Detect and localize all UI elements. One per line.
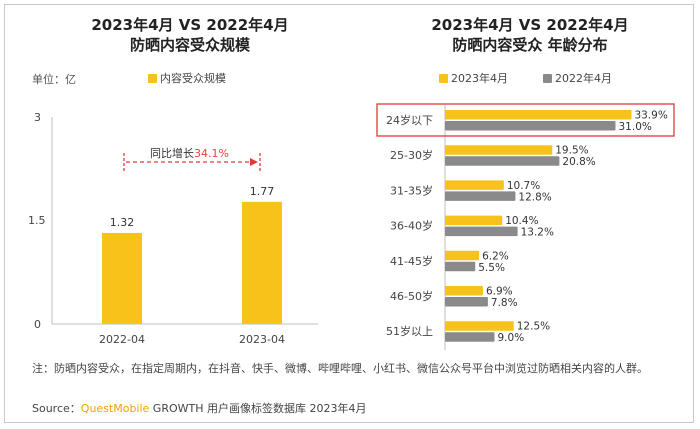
right-bar-2022-24岁以下 — [445, 121, 616, 131]
gold-swatch-icon — [439, 73, 448, 83]
right-bar-2022-value-label: 20.8% — [562, 156, 595, 168]
left-ytick-1-5: 1.5 — [28, 214, 46, 227]
left-xtick-label: 2023-04 — [239, 333, 285, 346]
right-category-label: 36-40岁 — [390, 219, 433, 233]
left-xtick-label: 2022-04 — [99, 333, 145, 346]
right-category-label: 24岁以下 — [386, 113, 433, 127]
right-bar-2023-value-label: 12.5% — [517, 321, 550, 333]
right-category-label: 25-30岁 — [390, 148, 433, 162]
right-chart-title-line2: 防晒内容受众 年龄分布 — [452, 36, 608, 54]
growth-arrowhead-icon — [250, 158, 258, 166]
right-legend-2023-label: 2023年4月 — [451, 72, 508, 85]
gold-swatch-icon — [148, 73, 157, 83]
right-category-label: 46-50岁 — [390, 289, 433, 303]
right-bar-2023-value-label: 6.9% — [486, 286, 513, 298]
growth-label: 同比增长34.1% — [150, 145, 229, 161]
right-legend-2023: 2023年4月 — [439, 70, 508, 86]
left-ytick-3: 3 — [34, 111, 41, 124]
right-bar-2023-36-40岁 — [445, 215, 503, 226]
chart-frame — [4, 4, 694, 423]
right-bar-2023-25-30岁 — [445, 145, 553, 155]
right-bar-2023-value-label: 10.7% — [507, 180, 540, 192]
right-chart-title-line1: 2023年4月 VS 2022年4月 — [431, 16, 629, 34]
gray-swatch-icon — [543, 73, 552, 83]
source-brand: QuestMobile — [80, 402, 150, 415]
source-prefix: Source： — [32, 402, 81, 415]
growth-value: 34.1% — [194, 147, 229, 160]
right-bar-2022-value-label: 9.0% — [498, 332, 525, 344]
left-ytick-0: 0 — [34, 318, 41, 331]
source-rest: GROWTH 用户画像标签数据库 2023年4月 — [149, 402, 367, 415]
source-line: Source：QuestMobile GROWTH 用户画像标签数据库 2023… — [32, 400, 367, 416]
left-bar-value-label: 1.77 — [250, 185, 275, 198]
right-bar-2022-value-label: 7.8% — [491, 297, 518, 309]
footnote: 注：防晒内容受众，在指定周期内，在抖音、快手、微博、哔哩哔哩、小红书、微信公众号… — [32, 362, 648, 375]
right-bar-2022-value-label: 13.2% — [521, 227, 554, 239]
left-bar-2023-04 — [242, 201, 282, 324]
left-legend-item: 内容受众规模 — [148, 70, 226, 86]
right-bar-2023-value-label: 10.4% — [505, 215, 538, 227]
right-legend-2022: 2022年4月 — [543, 70, 612, 86]
right-bar-2022-31-35岁 — [445, 191, 516, 201]
right-bar-2023-24岁以下 — [445, 110, 632, 120]
right-bar-2022-36-40岁 — [445, 226, 518, 237]
right-bar-2023-value-label: 19.5% — [555, 145, 588, 157]
left-bar-value-label: 1.32 — [110, 216, 135, 229]
right-category-label: 51岁以上 — [386, 324, 433, 338]
growth-prefix: 同比增长 — [150, 147, 194, 160]
right-bar-2022-value-label: 12.8% — [518, 191, 551, 203]
right-bar-2022-value-label: 31.0% — [619, 121, 652, 133]
right-bar-2023-value-label: 33.9% — [634, 110, 667, 122]
right-bar-2023-41-45岁 — [445, 250, 480, 261]
right-bar-2023-31-35岁 — [445, 180, 504, 190]
right-bar-2022-46-50岁 — [445, 297, 488, 307]
unit-label: 单位：亿 — [32, 73, 76, 86]
highlight-box — [376, 103, 675, 137]
left-bar-2022-04 — [102, 232, 142, 324]
right-bar-2023-51岁以上 — [445, 321, 514, 331]
left-legend-label: 内容受众规模 — [160, 72, 226, 85]
right-category-label: 31-35岁 — [390, 183, 433, 197]
right-bar-2022-51岁以上 — [445, 332, 495, 342]
right-category-label: 41-45岁 — [390, 254, 433, 268]
right-bar-2022-25-30岁 — [445, 156, 560, 166]
right-bar-2022-value-label: 5.5% — [478, 262, 505, 274]
right-bar-2022-41-45岁 — [445, 261, 476, 272]
left-chart-title-line1: 2023年4月 VS 2022年4月 — [91, 16, 289, 34]
right-legend-2022-label: 2022年4月 — [555, 72, 612, 85]
left-chart-title-line2: 防晒内容受众规模 — [129, 36, 250, 54]
right-bar-2023-value-label: 6.2% — [482, 250, 509, 262]
right-bar-2023-46-50岁 — [445, 286, 483, 296]
